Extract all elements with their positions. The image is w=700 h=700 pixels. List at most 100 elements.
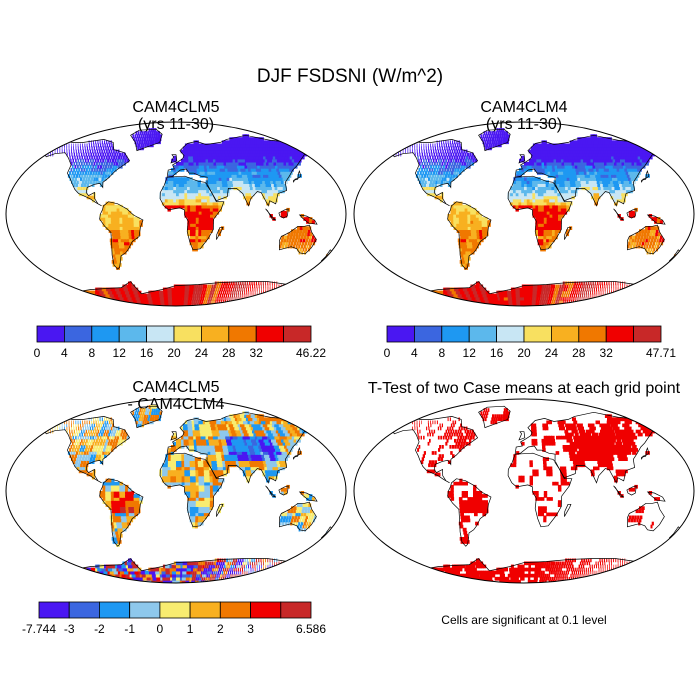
- grid-cell: [261, 287, 262, 292]
- grid-cell: [285, 241, 288, 246]
- grid-cell: [596, 149, 601, 154]
- grid-cell: [190, 155, 194, 160]
- grid-cell: [582, 140, 588, 145]
- grid-cell: [492, 293, 497, 298]
- grid-cell: [441, 146, 443, 151]
- grid-cell: [310, 241, 313, 246]
- grid-cell: [437, 174, 440, 178]
- grid-cell: [533, 158, 538, 163]
- grid-cell: [647, 226, 651, 230]
- grid-cell: [181, 189, 185, 194]
- grid-cell: [136, 134, 139, 138]
- grid-cell: [229, 164, 234, 169]
- grid-cell: [548, 155, 552, 160]
- grid-cell: [222, 155, 226, 160]
- grid-cell: [184, 287, 188, 292]
- grid-cell: [207, 207, 211, 212]
- grid-cell: [167, 180, 172, 184]
- grid-cell: [173, 201, 177, 206]
- grid-cell: [499, 131, 502, 135]
- grid-cell: [510, 189, 514, 194]
- grid-cell: [578, 296, 580, 301]
- grid-cell: [195, 223, 200, 227]
- grid-cell: [98, 168, 101, 172]
- grid-cell: [203, 164, 208, 169]
- grid-cell: [278, 299, 281, 304]
- grid-cell: [73, 174, 76, 178]
- grid-cell: [439, 143, 441, 148]
- grid-cell: [524, 287, 527, 292]
- grid-cell: [111, 168, 115, 172]
- grid-cell: [629, 235, 633, 240]
- grid-cell: [222, 149, 227, 154]
- grid-cell: [518, 204, 522, 209]
- grid-cell: [545, 149, 549, 154]
- grid-cell: [82, 171, 85, 175]
- grid-cell: [79, 171, 82, 175]
- grid-cell: [125, 210, 129, 215]
- grid-cell: [543, 152, 547, 157]
- grid-cell: [550, 296, 552, 301]
- grid-cell: [534, 164, 538, 169]
- grid-cell: [552, 207, 556, 212]
- grid-cell: [110, 207, 115, 212]
- grid-cell: [633, 296, 636, 301]
- grid-cell: [518, 189, 522, 194]
- grid-cell: [471, 232, 475, 237]
- grid-cell: [206, 198, 211, 203]
- grid-cell: [311, 220, 315, 224]
- grid-cell: [610, 180, 615, 184]
- grid-cell: [238, 183, 243, 187]
- grid-cell: [434, 155, 436, 160]
- grid-cell: [637, 158, 643, 163]
- grid-cell: [248, 287, 249, 292]
- grid-cell: [55, 293, 62, 298]
- grid-cell: [189, 146, 193, 151]
- grid-cell: [50, 152, 51, 157]
- grid-cell: [77, 158, 80, 163]
- grid-cell: [469, 244, 474, 249]
- grid-cell: [258, 177, 263, 181]
- grid-cell: [287, 232, 291, 237]
- grid-cell: [230, 146, 235, 151]
- grid-cell: [281, 180, 286, 184]
- grid-cell: [113, 256, 118, 261]
- grid-cell: [126, 302, 131, 306]
- grid-cell: [589, 183, 594, 187]
- grid-cell: [529, 189, 533, 194]
- grid-cell: [635, 235, 638, 240]
- grid-cell: [136, 299, 141, 304]
- grid-cell: [102, 143, 104, 148]
- grid-cell: [559, 284, 562, 289]
- grid-cell: [589, 155, 594, 160]
- grid-cell: [198, 189, 202, 194]
- grid-cell: [606, 168, 611, 172]
- grid-cell: [298, 244, 301, 249]
- grid-cell: [62, 296, 69, 301]
- grid-cell: [208, 149, 213, 154]
- grid-cell: [80, 302, 87, 306]
- grid-cell: [308, 220, 312, 224]
- grid-cell: [484, 229, 489, 233]
- grid-cell: [458, 241, 463, 246]
- grid-cell: [272, 177, 277, 181]
- grid-cell: [619, 281, 621, 286]
- grid-cell: [81, 192, 85, 197]
- grid-cell: [449, 302, 455, 306]
- grid-cell: [224, 146, 228, 151]
- grid-cell: [280, 210, 285, 215]
- grid-cell: [252, 287, 254, 292]
- grid-cell: [596, 299, 598, 304]
- grid-cell: [59, 146, 61, 151]
- grid-cell: [187, 149, 191, 154]
- grid-cell: [549, 195, 553, 200]
- grid-cell: [576, 287, 578, 292]
- grid-cell: [231, 155, 236, 160]
- grid-cell: [635, 284, 637, 289]
- grid-cell: [481, 137, 484, 141]
- grid-cell: [529, 164, 533, 169]
- grid-cell: [402, 290, 409, 295]
- grid-cell: [190, 220, 194, 224]
- grid-cell: [187, 198, 191, 203]
- grid-cell: [248, 161, 253, 166]
